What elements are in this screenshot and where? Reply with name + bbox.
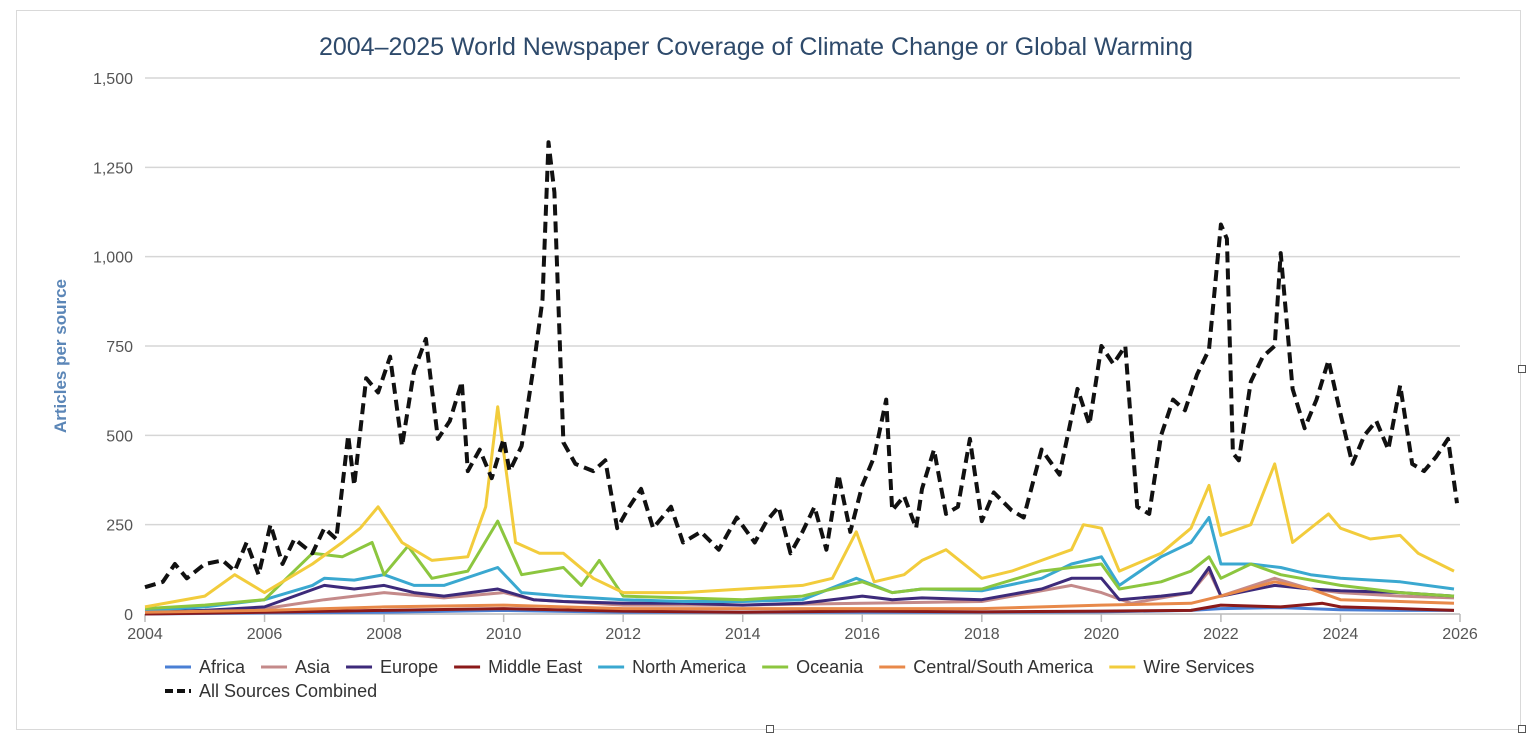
y-tick-label: 1,500 [93, 71, 133, 88]
series-line-oceania [144, 519, 1455, 611]
series-lines [144, 140, 1459, 616]
legend-label: Europe [380, 657, 438, 677]
legend-label: Wire Services [1143, 657, 1254, 677]
series-line-central-south-america [144, 580, 1455, 614]
chart-frame: 2004–2025 World Newspaper Coverage of Cl… [16, 10, 1521, 730]
y-axis-label: Articles per source [51, 279, 70, 433]
series-line-asia [144, 569, 1455, 614]
legend-item-europe[interactable]: Europe [346, 657, 438, 677]
legend-item-oceania[interactable]: Oceania [762, 657, 864, 677]
x-tick-label: 2020 [1084, 626, 1120, 643]
legend-label: Central/South America [913, 657, 1094, 677]
legend-item-middle-east[interactable]: Middle East [454, 657, 582, 677]
x-tick-label: 2006 [247, 626, 283, 643]
legend-item-africa[interactable]: Africa [165, 657, 246, 677]
legend: Africa Asia Europe Middle East North America… [165, 657, 1254, 701]
legend-item-asia[interactable]: Asia [261, 657, 331, 677]
gridlines [145, 77, 1460, 615]
line-chart: 2004–2025 World Newspaper Coverage of Cl… [51, 33, 1478, 701]
legend-item-all-sources-combined[interactable]: All Sources Combined [165, 681, 377, 701]
legend-label: All Sources Combined [199, 681, 377, 701]
series-line-wire-services [144, 405, 1455, 609]
series-line-all-sources-combined [144, 140, 1459, 590]
legend-label: Oceania [796, 657, 864, 677]
series-line-europe [144, 566, 1455, 614]
resize-handle-corner[interactable] [1518, 725, 1526, 733]
legend-label: Africa [199, 657, 246, 677]
y-tick-label: 750 [106, 339, 133, 356]
y-tick-label: 250 [106, 518, 133, 535]
y-tick-label: 500 [106, 428, 133, 445]
x-tick-label: 2010 [486, 626, 522, 643]
legend-label: Asia [295, 657, 331, 677]
chart-title: 2004–2025 World Newspaper Coverage of Cl… [319, 33, 1193, 61]
y-tick-labels: 0 250 500 750 1,000 1,250 1,500 [93, 71, 133, 624]
x-tick-label: 2016 [844, 626, 880, 643]
y-tick-label: 1,250 [93, 160, 133, 177]
x-tick-labels: 2004 2006 2008 2010 2012 2014 2016 2018 2020 2022… [127, 614, 1478, 643]
resize-handle-right[interactable] [1518, 365, 1526, 373]
x-tick-label: 2012 [605, 626, 641, 643]
x-tick-label: 2022 [1203, 626, 1239, 643]
legend-label: Middle East [488, 657, 582, 677]
x-tick-label: 2018 [964, 626, 1000, 643]
x-tick-label: 2004 [127, 626, 163, 643]
legend-item-north-america[interactable]: North America [598, 657, 747, 677]
x-tick-label: 2014 [725, 626, 761, 643]
legend-item-central-south-america[interactable]: Central/South America [879, 657, 1094, 677]
resize-handle-bottom[interactable] [766, 725, 774, 733]
x-tick-label: 2026 [1442, 626, 1478, 643]
legend-label: North America [632, 657, 747, 677]
series-line-middle-east [144, 601, 1455, 616]
y-tick-label: 1,000 [93, 250, 133, 267]
x-tick-label: 2008 [366, 626, 402, 643]
legend-item-wire-services[interactable]: Wire Services [1109, 657, 1254, 677]
x-tick-label: 2024 [1323, 626, 1359, 643]
y-tick-label: 0 [124, 607, 133, 624]
